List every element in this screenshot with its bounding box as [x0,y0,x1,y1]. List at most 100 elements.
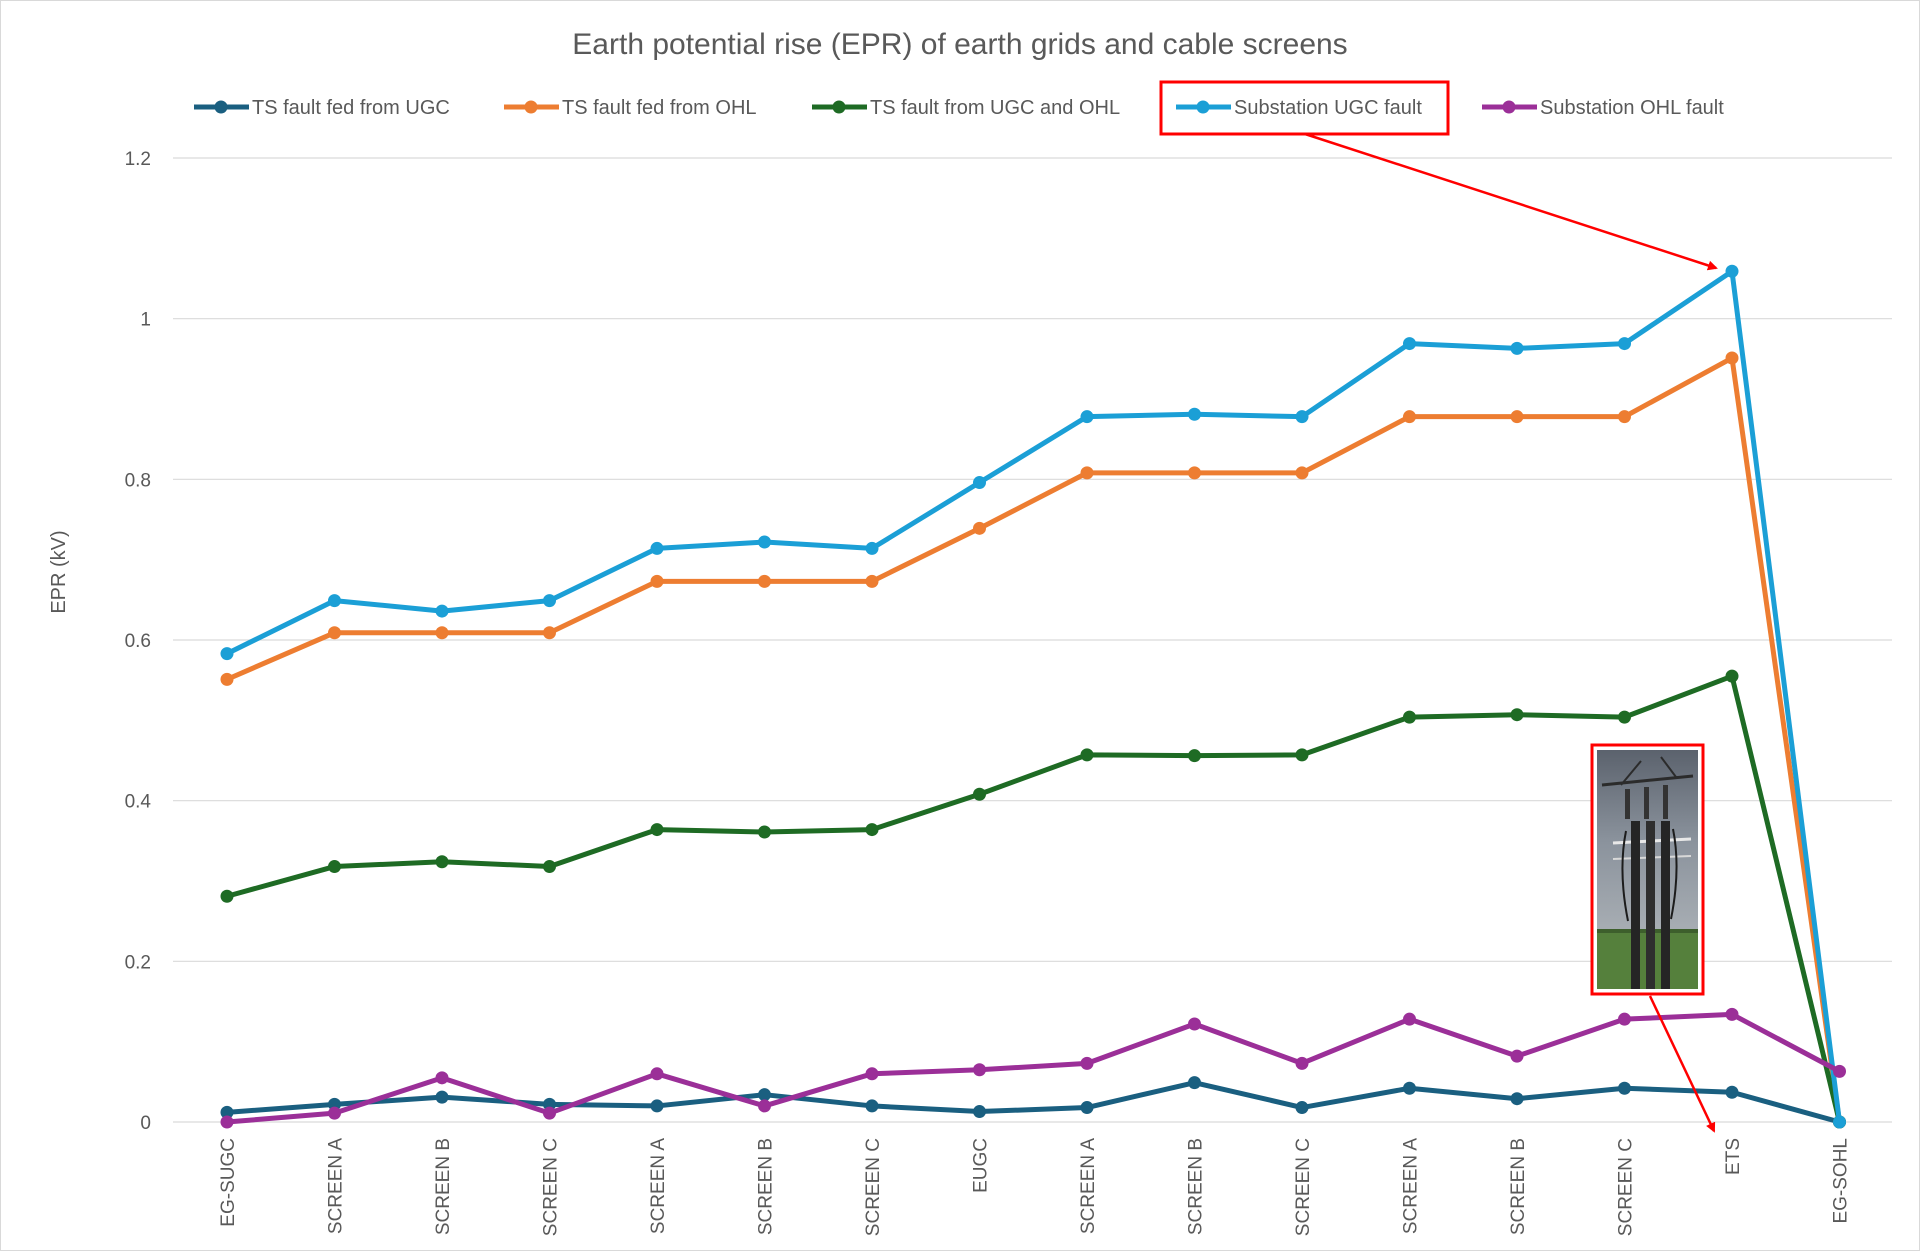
data-point [543,594,556,608]
data-point [1080,410,1094,424]
legend-label: TS fault fed from OHL [562,97,757,119]
y-tick-label: 0.6 [125,631,151,652]
legend-item: TS fault from UGC and OHL [812,97,1120,119]
data-point [1403,710,1416,724]
series-line [224,268,1842,1125]
legend-item: TS fault fed from UGC [194,97,450,119]
data-point [1188,466,1201,480]
x-tick-label: SCREEN B [756,1138,777,1235]
data-point [1403,337,1416,351]
legend-label: TS fault fed from UGC [252,97,450,119]
plot-area [220,264,1846,1129]
data-point [1403,1012,1416,1026]
data-point [1295,748,1309,762]
x-tick-label: SCREEN C [863,1138,884,1236]
data-point [865,1067,879,1081]
legend-highlight-box [1159,80,1450,136]
data-point [1080,466,1094,480]
data-point [1833,1064,1846,1078]
data-point [1188,1076,1201,1090]
data-point [328,1106,341,1120]
data-point [435,855,449,869]
data-point [1188,1017,1201,1031]
data-point [973,1063,986,1077]
gridlines [173,157,1892,1123]
callout-arrow [1304,132,1718,271]
legend-swatch-marker [832,100,846,114]
x-tick-label: SCREEN A [1401,1138,1422,1234]
data-point [328,594,341,608]
data-point [1403,1081,1416,1095]
y-tick-label: 0.2 [125,952,151,973]
data-point [758,1088,771,1102]
data-point [1295,1056,1309,1070]
legend-item: TS fault fed from OHL [504,97,757,119]
legend-swatch-marker [1196,100,1210,114]
data-point [1618,710,1631,724]
data-point [973,787,986,801]
series-line [224,355,1842,1125]
x-tick-label: SCREEN C [1293,1138,1314,1236]
legend-highlight-callout [1159,80,1718,271]
data-point [650,823,664,837]
legend-label: TS fault from UGC and OHL [870,97,1120,119]
data-point [1725,1007,1739,1021]
data-point [220,889,234,903]
x-tick-label: SCREEN B [1186,1138,1207,1235]
data-point [1295,410,1309,424]
y-tick-label: 1.2 [125,149,151,170]
data-point [1510,708,1524,722]
data-point [1188,407,1201,421]
series-2 [220,351,1846,1129]
x-tick-label: SCREEN A [1078,1138,1099,1234]
series-line [224,1011,1842,1125]
data-point [1510,410,1524,424]
x-tick-label: SCREEN C [1616,1138,1637,1236]
data-point [1725,1085,1739,1099]
legend: TS fault fed from UGC TS fault fed from O… [194,97,1724,119]
data-point [1403,410,1416,424]
data-point [435,1090,449,1104]
y-axis: 0 0.2 0.4 0.6 0.8 1 1.2 [125,149,152,1134]
data-point [865,1099,879,1113]
data-point [1618,1081,1631,1095]
data-point [1618,1012,1631,1026]
y-tick-label: 0.4 [125,792,152,813]
x-tick-label: SCREEN C [541,1138,562,1236]
data-point [1080,1101,1094,1115]
data-point [543,626,556,640]
legend-item: Substation UGC fault [1176,97,1422,119]
data-point [1080,748,1094,762]
data-point [973,521,986,535]
data-point [1510,341,1524,355]
x-tick-label: SCREEN A [648,1138,669,1234]
x-tick-label: SCREEN B [1508,1138,1529,1235]
data-point [543,860,556,874]
data-point [758,825,771,839]
data-point [1725,264,1739,278]
data-point [1510,1049,1524,1063]
data-point [1295,1101,1309,1115]
data-point [865,541,879,555]
series-4 [220,264,1846,1129]
legend-swatch-marker [524,100,538,114]
data-point [758,535,771,549]
data-point [328,626,341,640]
data-point [435,604,449,618]
data-point [650,1099,664,1113]
x-tick-label: SCREEN B [433,1138,454,1235]
data-point [1618,410,1631,424]
data-point [435,626,449,640]
legend-swatch-marker [1502,100,1516,114]
data-point [543,1106,556,1120]
data-point [1833,1115,1846,1129]
data-point [1618,337,1631,351]
series-line [224,1080,1842,1125]
data-point [220,672,234,686]
data-point [1725,351,1739,365]
substation-photo [1597,750,1698,989]
data-point [650,541,664,555]
data-point [220,1105,234,1119]
